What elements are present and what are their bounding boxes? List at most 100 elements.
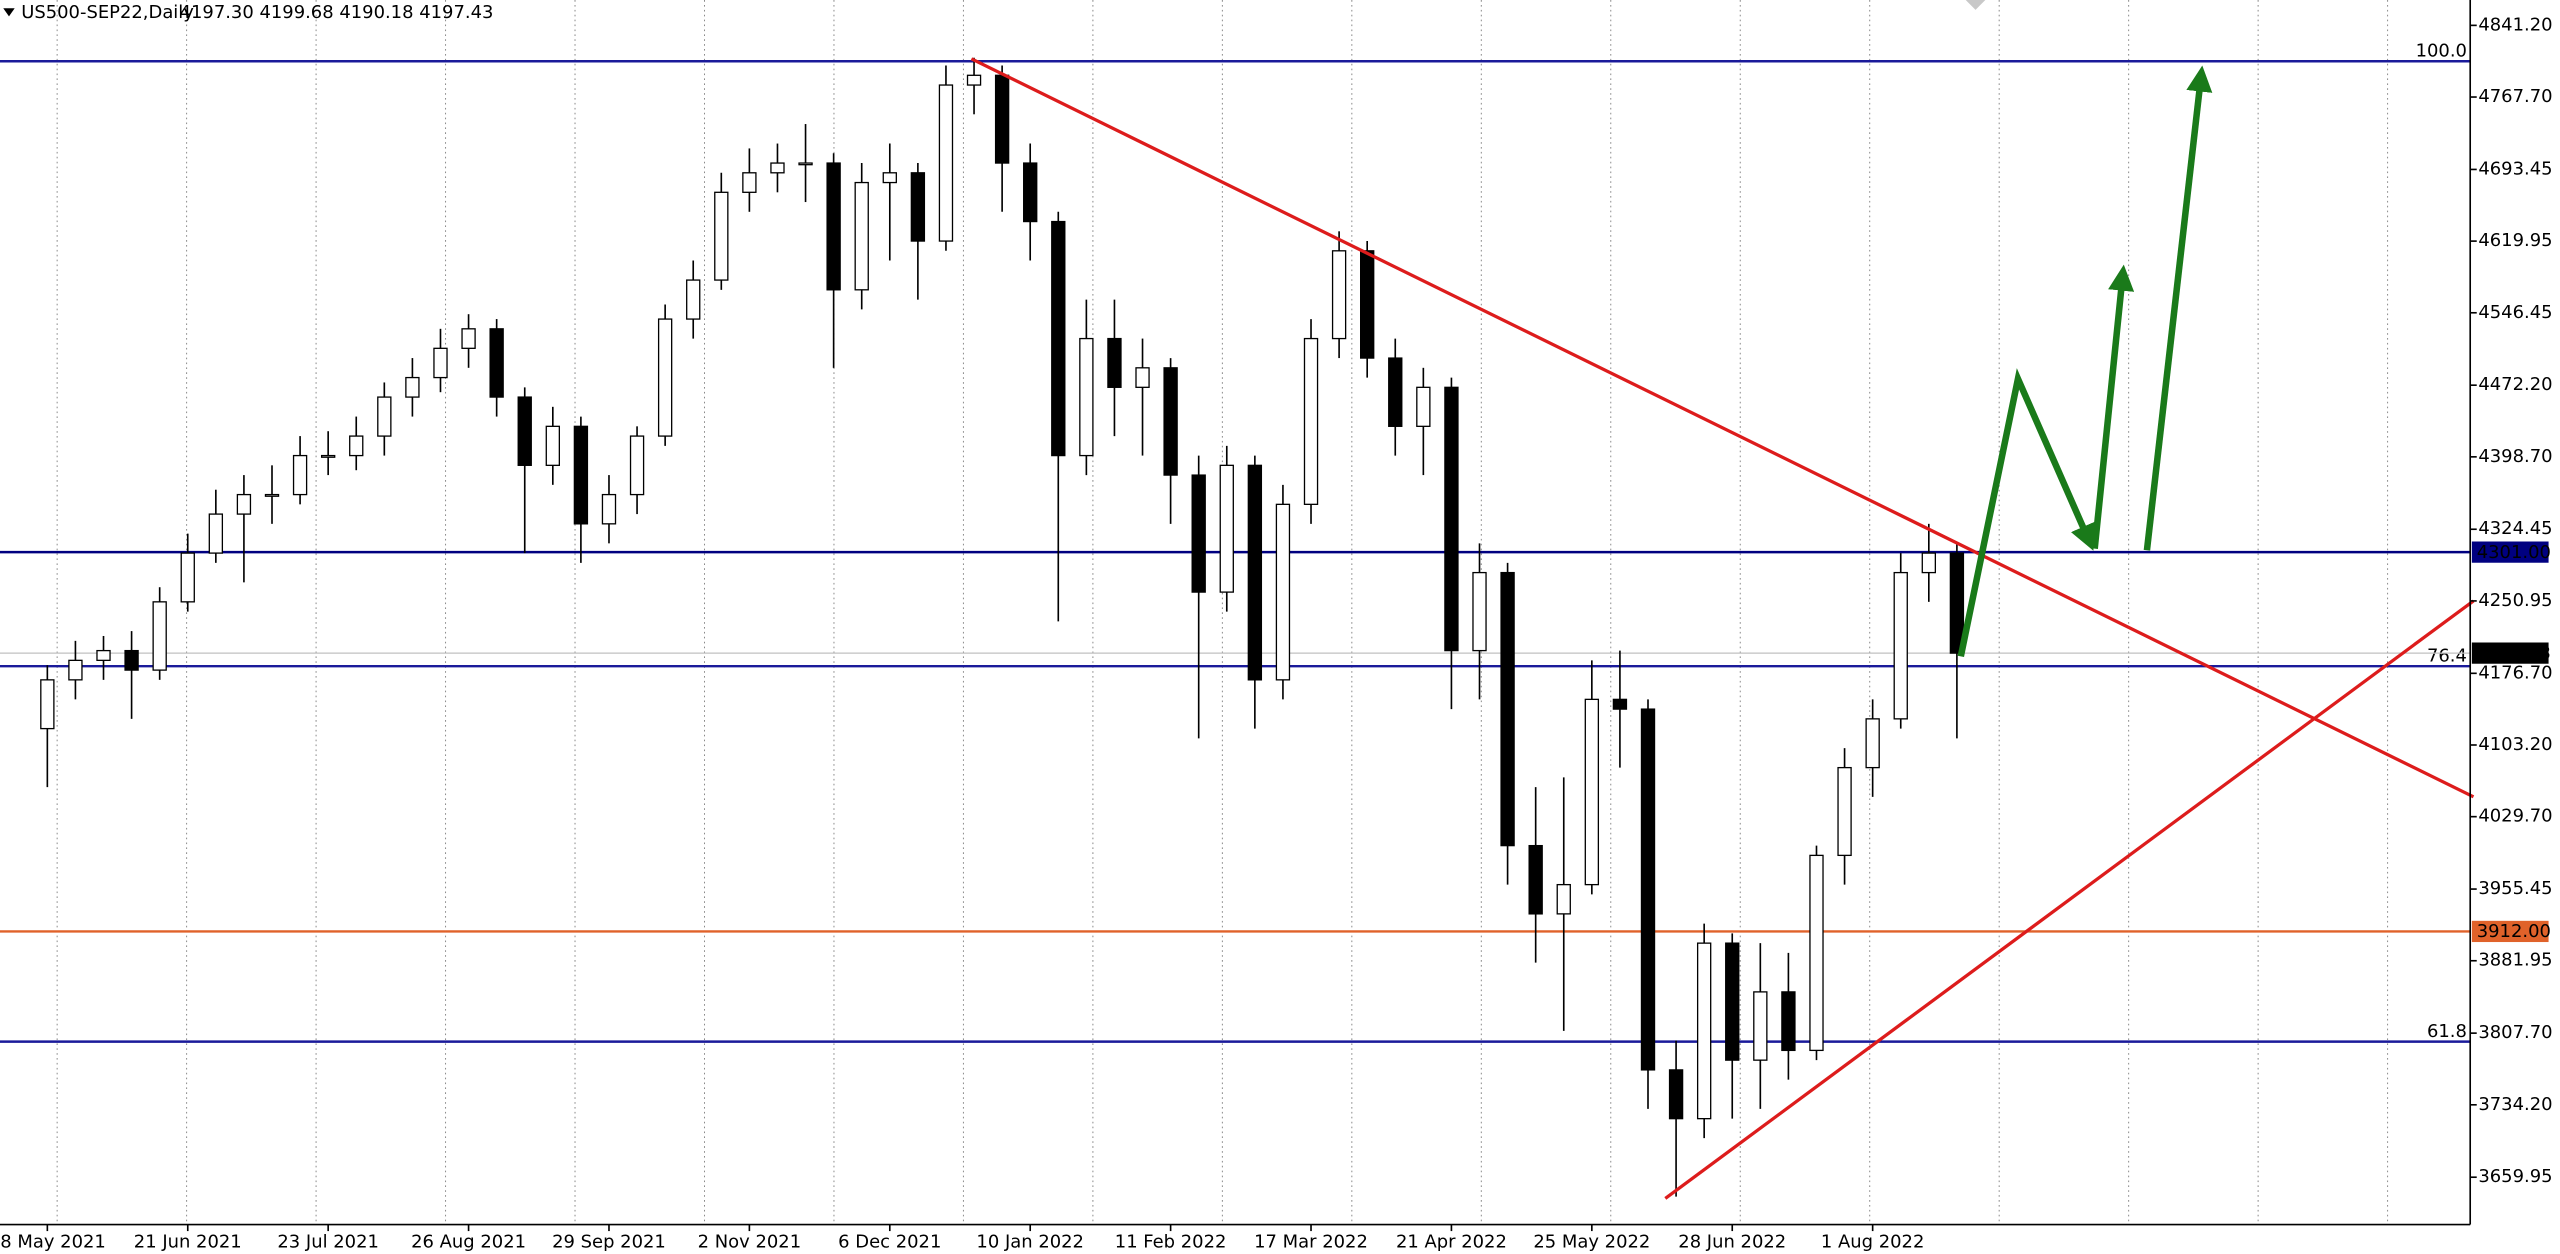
symbol: US500-SEP22,Daily [21, 2, 194, 23]
candle-body [124, 649, 139, 671]
candle-body [1528, 844, 1543, 915]
candle-body [882, 172, 897, 184]
candle-body [798, 162, 813, 166]
candle-body [1247, 464, 1263, 681]
candle-body [461, 328, 476, 349]
forecast-arrow [2143, 65, 2213, 551]
y-tick-label: 4546.45 [2478, 302, 2552, 323]
candle-body [1556, 883, 1571, 915]
candle-body [1809, 854, 1824, 1052]
x-tick-label: 2 Nov 2021 [698, 1232, 801, 1253]
candle-body [1753, 991, 1768, 1061]
candle-body [517, 396, 532, 466]
candle-body [1360, 250, 1375, 359]
candle-body [433, 347, 448, 379]
candle-body [1023, 162, 1038, 223]
y-tick-label: 4767.70 [2478, 86, 2552, 107]
candle-body [1949, 552, 1965, 654]
y-tick-label: 4250.95 [2478, 590, 2552, 611]
level-label: 100.0 [2416, 40, 2467, 61]
candles [40, 57, 1965, 1197]
candle-body [1472, 571, 1487, 652]
candle-body [405, 376, 420, 398]
menu-triangle [3, 8, 15, 17]
candle-body [601, 493, 617, 525]
candle-body [349, 435, 364, 457]
y-tick-label: 3659.95 [2478, 1166, 2552, 1187]
candle-body [826, 162, 841, 291]
x-tick-label: 1 Aug 2022 [1821, 1232, 1925, 1253]
forecast-arrow [1957, 368, 2095, 658]
price-tag [2471, 642, 2549, 664]
y-tick-label: 4472.20 [2478, 374, 2552, 395]
candle-body [573, 425, 589, 525]
candle-body [1331, 250, 1347, 340]
y-tick-label: 4841.20 [2478, 14, 2552, 35]
candle-body [1500, 571, 1515, 847]
candle-body [40, 679, 55, 730]
x-tick-label: 21 Jun 2021 [134, 1232, 242, 1253]
candle-body [714, 191, 729, 281]
trend-line [1664, 599, 2475, 1200]
y-tick-label: 4324.45 [2478, 518, 2552, 539]
candle-body [966, 74, 982, 86]
candle-body [1612, 698, 1628, 710]
y-tick-label: 3955.45 [2478, 878, 2552, 899]
x-tick-label: 10 Jan 2022 [976, 1232, 1084, 1253]
candle-body [742, 172, 757, 193]
x-tick-label: 21 Apr 2022 [1396, 1232, 1507, 1253]
candle-body [1107, 337, 1122, 388]
candle-body [994, 74, 1010, 164]
candle-body [629, 435, 645, 496]
x-tick-label: 11 Feb 2022 [1115, 1232, 1227, 1253]
axis-labels: 4841.20 4767.70 4693.45 4619.95 4546.45 4472.… [0, 14, 2553, 1252]
candle-body [657, 318, 673, 437]
price-tag-label: 4197.43 [2477, 643, 2551, 664]
trend-line [970, 57, 2475, 799]
candle-body [1921, 552, 1937, 574]
candle-body [1696, 942, 1712, 1120]
y-tick-label: 4029.70 [2478, 806, 2552, 827]
drawings [970, 0, 2475, 1200]
candle-body [1416, 386, 1431, 427]
y-tick-label: 3734.20 [2478, 1094, 2552, 1115]
y-tick-label: 3881.95 [2478, 950, 2552, 971]
candle-body [68, 659, 83, 681]
candle-body [1668, 1069, 1684, 1120]
y-tick-label: 4176.70 [2478, 662, 2552, 683]
candle-body [377, 396, 392, 437]
candle-body [1135, 367, 1150, 388]
candle-body [686, 279, 701, 320]
level-label: 61.8 [2427, 1021, 2467, 1042]
candle-body [1640, 708, 1656, 1071]
candle-body [1219, 464, 1234, 593]
shift-marker [1965, 0, 1986, 10]
candle-body [208, 513, 224, 554]
ohlc: 4197.30 4199.68 4190.18 4197.43 [180, 2, 494, 23]
candle-body [1303, 337, 1319, 505]
y-tick-label: 4619.95 [2478, 230, 2552, 251]
candle-body [1893, 571, 1908, 720]
candle-body [292, 454, 308, 496]
x-tick-label: 26 Aug 2021 [411, 1232, 526, 1253]
x-tick-label: 17 Mar 2022 [1254, 1232, 1368, 1253]
x-tick-label: 29 Sep 2021 [552, 1232, 666, 1253]
candle-body [1584, 698, 1600, 886]
candle-body [489, 328, 504, 398]
candle-body [770, 162, 785, 174]
candle-body [910, 172, 926, 242]
candle-body [236, 493, 252, 515]
candle-body [1163, 367, 1178, 476]
candle-body [152, 601, 167, 671]
price-tag [2471, 541, 2549, 563]
x-tick-label: 25 May 2022 [1533, 1232, 1650, 1253]
y-tick-label: 3807.70 [2478, 1022, 2552, 1043]
candle-body [180, 552, 195, 603]
level-label: 76.4 [2427, 645, 2467, 666]
candle-body [264, 493, 280, 497]
candle-body [1275, 503, 1291, 681]
candle-body [1079, 337, 1094, 457]
